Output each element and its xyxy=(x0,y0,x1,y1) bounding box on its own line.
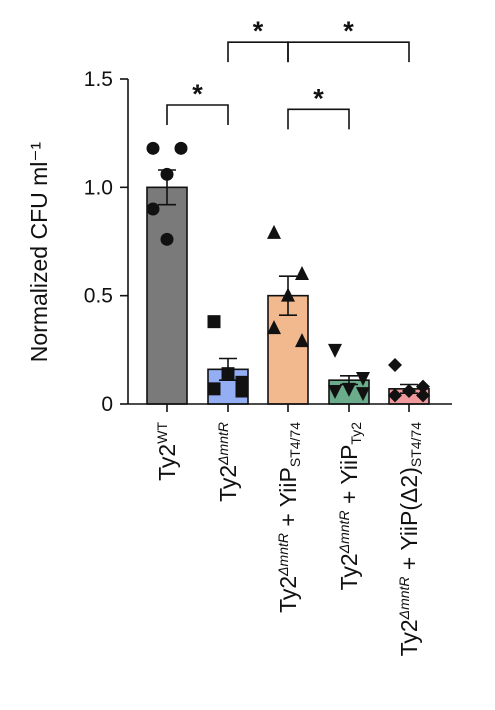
x-tick-labels: Ty2WT Ty2ΔmntR Ty2ΔmntR + YiiPST4/74 Ty2Δmn… xyxy=(154,422,424,657)
data-points xyxy=(146,141,430,403)
data-point xyxy=(328,343,342,358)
data-point xyxy=(356,387,370,402)
significance-star: * xyxy=(343,16,354,46)
data-point xyxy=(160,232,174,246)
x-tick-label: Ty2ΔmntR + YiiPTy2 xyxy=(336,422,364,591)
y-tick-label: 0 xyxy=(101,393,113,416)
y-tick-label: 1.5 xyxy=(84,68,113,91)
y-tick-label: 0.5 xyxy=(84,285,113,308)
significance-star: * xyxy=(253,16,264,46)
bar xyxy=(146,186,188,405)
y-axis: 0 0.5 1.0 1.5 xyxy=(84,68,129,416)
x-tick-label: Ty2ΔmntR + YiiP(Δ2)ST4/74 xyxy=(396,422,424,657)
data-point xyxy=(235,384,249,398)
data-point xyxy=(416,379,430,394)
y-axis-title: Normalized CFU ml⁻¹ xyxy=(26,141,52,362)
data-point xyxy=(388,388,402,403)
significance-star: * xyxy=(313,83,324,113)
data-point xyxy=(267,320,281,335)
error-bars xyxy=(158,169,418,394)
data-point xyxy=(295,333,309,348)
data-point xyxy=(295,266,309,280)
significance-bracket xyxy=(287,41,410,63)
x-tick-label: Ty2ΔmntR + YiiPST4/74 xyxy=(275,422,303,613)
data-point xyxy=(207,382,221,396)
significance-star: * xyxy=(192,79,203,109)
data-point xyxy=(328,385,342,399)
data-point xyxy=(267,224,281,239)
data-point xyxy=(416,388,430,403)
data-point xyxy=(356,372,370,386)
y-tick-label: 1.0 xyxy=(84,176,113,199)
data-point xyxy=(388,358,402,372)
x-tick-label: Ty2WT xyxy=(154,422,180,481)
data-point xyxy=(207,315,221,329)
data-point xyxy=(174,141,188,155)
data-point xyxy=(146,141,160,155)
x-tick-label: Ty2ΔmntR xyxy=(215,422,241,502)
significance-brackets: * * * * xyxy=(166,16,410,130)
significance-bracket xyxy=(287,108,350,130)
data-point xyxy=(146,202,160,216)
data-point xyxy=(342,382,356,397)
significance-bracket xyxy=(166,104,229,125)
x-axis-ticks xyxy=(166,404,410,412)
